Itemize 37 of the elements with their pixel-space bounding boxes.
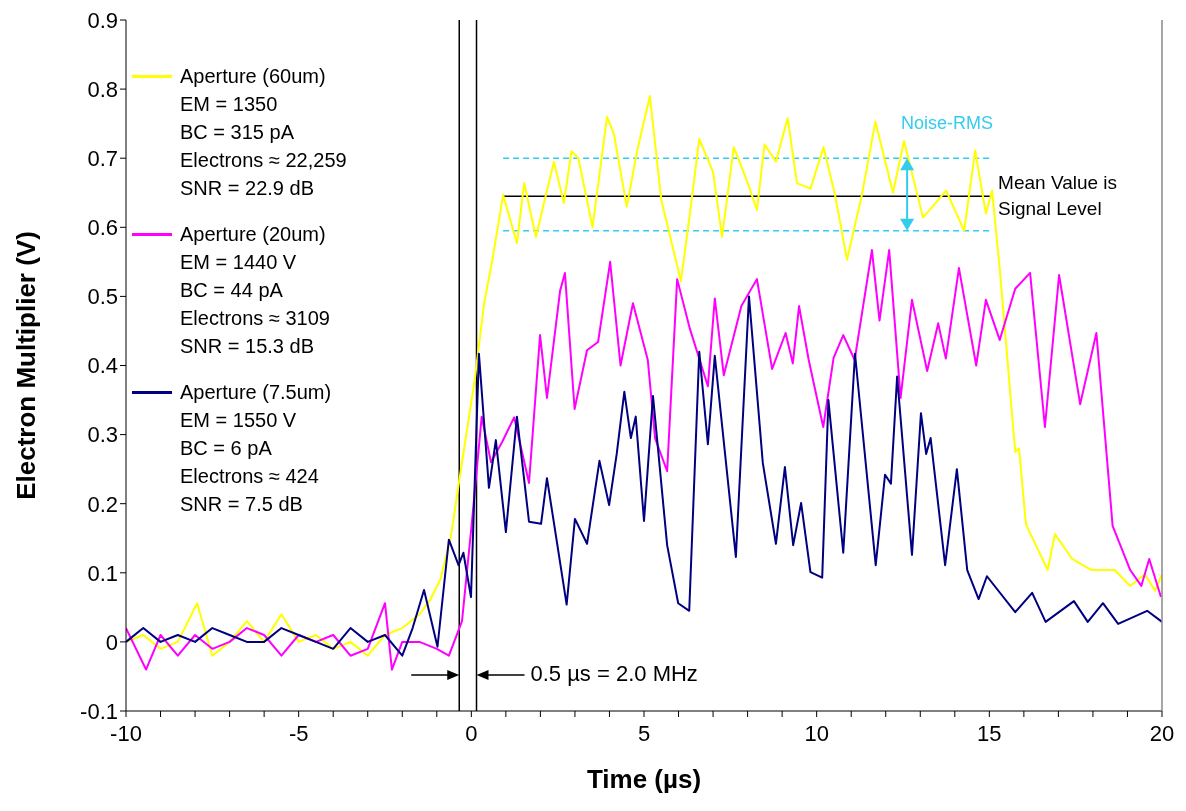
annotation: EM = 1550 V	[179, 408, 298, 433]
annotation: BC = 6 pA	[179, 436, 273, 461]
annotation: EM = 1440 V	[179, 250, 298, 275]
annotation: Electrons ≈ 22,259	[179, 148, 347, 173]
annotation: 0.5 µs = 2.0 MHz	[530, 660, 698, 686]
annotation: BC = 44 pA	[179, 278, 284, 303]
annotation: SNR = 22.9 dB	[179, 176, 315, 201]
annotation: Noise-RMS	[901, 112, 994, 133]
legend-label: Aperture (7.5um)	[180, 380, 332, 405]
y-tick-label: 0.1	[87, 560, 118, 586]
legend-label: Aperture (20um)	[180, 222, 326, 247]
x-axis-title: Time (µs)	[586, 764, 702, 794]
y-tick-label: 0.3	[87, 422, 118, 448]
y-tick-label: 0.5	[87, 284, 118, 310]
x-tick-label: 20	[1149, 720, 1175, 746]
x-tick-label: -5	[288, 720, 309, 746]
y-axis-title: Electron Multiplier (V)	[11, 231, 42, 500]
x-tick-label: 15	[977, 720, 1002, 746]
ref-line-label: Mean Value is Signal Level	[998, 171, 1119, 222]
y-tick-label: 0.4	[87, 353, 118, 379]
y-tick-label: 0.2	[87, 491, 118, 517]
annotation: Electrons ≈ 424	[179, 464, 320, 489]
y-tick-label: 0.9	[87, 7, 118, 33]
annotation: SNR = 15.3 dB	[179, 334, 315, 359]
x-tick-label: 0	[465, 720, 478, 746]
annotation: EM = 1350	[179, 92, 279, 117]
y-tick-label: 0.7	[87, 146, 118, 172]
line-series	[126, 95, 1162, 657]
x-tick-label: 5	[637, 720, 651, 746]
annotation: SNR = 7.5 dB	[179, 492, 304, 517]
x-tick-label: 10	[804, 720, 829, 746]
annotation: BC = 315 pA	[179, 120, 295, 145]
y-tick-label: 0.6	[87, 215, 118, 241]
y-tick-label: 0.8	[87, 76, 118, 102]
legend-label: Aperture (60um)	[180, 64, 326, 89]
y-tick-label: 0	[105, 629, 118, 655]
annotation: Electrons ≈ 3109	[179, 306, 331, 331]
